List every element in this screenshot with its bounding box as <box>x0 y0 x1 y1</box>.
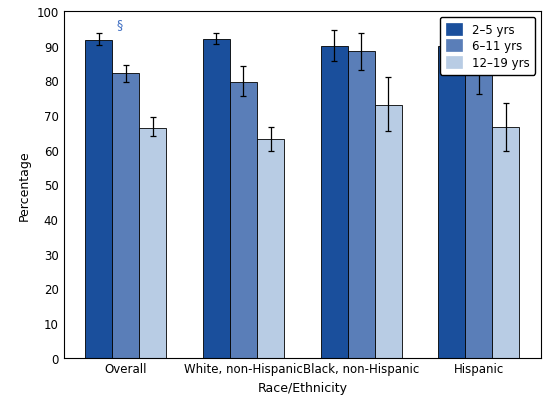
Bar <box>112 74 139 358</box>
Bar <box>465 76 492 358</box>
Bar <box>139 128 167 358</box>
Bar <box>492 128 520 358</box>
Bar <box>375 105 402 358</box>
Text: §: § <box>116 18 123 31</box>
Bar <box>203 40 230 358</box>
Y-axis label: Percentage: Percentage <box>18 150 31 220</box>
Bar <box>257 140 284 358</box>
X-axis label: Race/Ethnicity: Race/Ethnicity <box>258 381 347 394</box>
Bar <box>85 41 112 358</box>
Bar <box>438 47 465 358</box>
Bar <box>321 47 347 358</box>
Bar <box>230 83 257 358</box>
Bar <box>347 52 375 358</box>
Legend: 2–5 yrs, 6–11 yrs, 12–19 yrs: 2–5 yrs, 6–11 yrs, 12–19 yrs <box>439 18 535 76</box>
